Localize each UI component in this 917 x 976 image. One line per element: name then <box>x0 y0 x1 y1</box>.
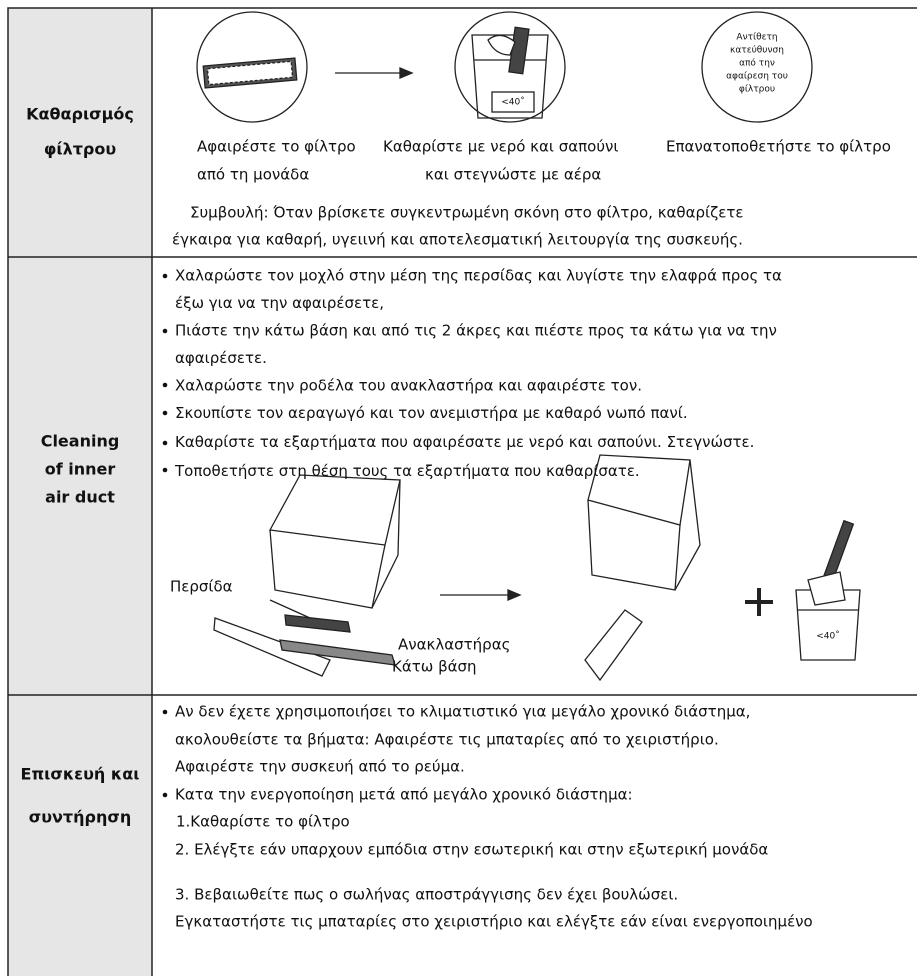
text-line: 3. Βεβαιωθείτε πως ο σωλήνας αποστράγγισ… <box>175 886 678 904</box>
table-frame <box>7 7 917 976</box>
small-note: Αντίθετη <box>736 33 777 43</box>
text-line: Ανακλαστήρας <box>398 636 510 654</box>
text-line: 2. Ελέγξτε εάν υπαρχουν εμπόδια στην εσω… <box>175 841 768 859</box>
text-line: Σκουπίστε τον αεραγωγό και τον ανεμιστήρ… <box>175 404 688 422</box>
duct-illustration <box>213 454 861 682</box>
text-line: Χαλαρώστε τον μοχλό στην μέση της περσίδ… <box>175 267 782 285</box>
small-note: αφαίρεση του <box>726 72 788 82</box>
text-line: αφαιρέσετε. <box>175 349 267 367</box>
row-label: Επισκευή και <box>21 765 140 784</box>
text-line: 1.Καθαρίστε το φίλτρο <box>176 813 350 831</box>
row-label: of inner <box>45 460 116 479</box>
text-line: ακολουθείστε τα βήματα: Αφαιρέστε τις μπ… <box>175 731 719 749</box>
text-line: Καθαρίστε τα εξαρτήματα που αφαιρέσατε μ… <box>175 433 754 451</box>
row-label: συντήρηση <box>29 808 131 827</box>
text-line: Εγκαταστήστε τις μπαταρίες στο χειριστήρ… <box>175 913 813 931</box>
row-label: φίλτρου <box>44 140 117 159</box>
text-line: και στεγνώστε με αέρα <box>425 166 601 184</box>
small-note: από την <box>739 58 775 69</box>
text-line: Κατα την ενεργοποίηση μετά από μεγάλο χρ… <box>175 786 633 804</box>
text-line: Συμβουλή: Όταν βρίσκετε συγκεντρωμένη σκ… <box>190 204 744 222</box>
text-line: από τη μονάδα <box>197 166 309 184</box>
text-line: Πιάστε την κάτω βάση και από τις 2 άκρες… <box>175 322 777 340</box>
text-line: Επανατοποθετήστε το φίλτρο <box>666 138 891 156</box>
text-line: Τοποθετήστε στη θέση τους τα εξαρτήματα … <box>174 462 640 480</box>
text-line: Χαλαρώστε την ροδέλα του ανακλαστήρα και… <box>175 377 642 395</box>
small-note: κατεύθυνση <box>730 45 784 56</box>
small-note: <40˚ <box>501 97 525 108</box>
text-line: Κάτω βάση <box>392 658 477 676</box>
text-line: έγκαιρα για καθαρή, υγειινή και αποτελεσ… <box>172 231 743 249</box>
filter-illustrations <box>196 11 813 123</box>
text-line: έξω για να την αφαιρέσετε, <box>175 294 384 312</box>
text-line: Καθαρίστε με νερό και σαπούνι <box>383 138 618 156</box>
text-line: Αφαιρέστε το φίλτρο <box>197 138 356 156</box>
row-label: Cleaning <box>41 432 120 451</box>
text-line: Αφαιρέστε την συσκευή από το ρεύμα. <box>175 758 465 776</box>
small-note: φίλτρου <box>739 85 775 95</box>
row-label: Καθαρισμός <box>26 105 134 124</box>
row-label: air duct <box>45 488 115 507</box>
text-line: Αν δεν έχετε χρησιμοποιήσει το κλιματιστ… <box>175 703 750 721</box>
text-line: Περσίδα <box>170 578 233 596</box>
bullets <box>162 273 168 798</box>
small-note: <40˚ <box>816 631 840 642</box>
